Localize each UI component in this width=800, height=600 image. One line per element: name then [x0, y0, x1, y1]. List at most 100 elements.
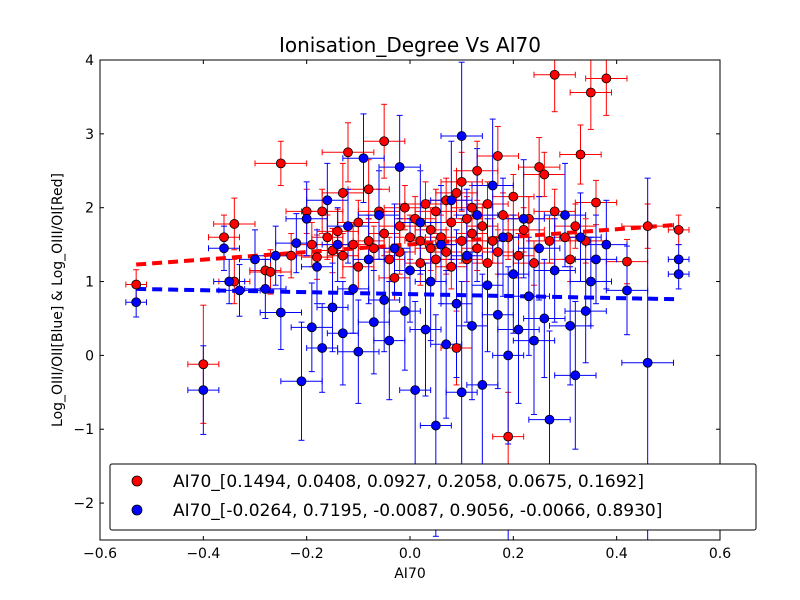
red-data-point	[518, 224, 529, 235]
red-data-point	[534, 162, 545, 172]
red-data-point	[363, 184, 374, 195]
red-data-point	[286, 250, 297, 261]
red-data-point	[441, 247, 452, 257]
red-data-point	[446, 217, 457, 228]
blue-data-point	[508, 269, 519, 280]
blue-data-point	[513, 324, 524, 335]
red-data-point	[425, 243, 436, 254]
red-data-point	[642, 221, 653, 232]
blue-data-point	[343, 221, 353, 232]
red-data-point	[539, 169, 550, 180]
blue-data-point	[565, 320, 576, 331]
red-data-point	[415, 258, 426, 268]
blue-data-point	[467, 320, 477, 331]
red-data-point	[492, 247, 503, 257]
red-data-point	[322, 232, 333, 243]
red-data-point	[456, 176, 467, 187]
red-data-point	[337, 188, 348, 198]
blue-data-point	[529, 335, 539, 346]
blue-data-point	[642, 357, 653, 368]
red-data-point	[332, 226, 343, 237]
x-tick-label: −0.2	[290, 546, 324, 562]
legend-box	[109, 463, 757, 531]
y-tick-label: 1	[85, 275, 94, 291]
blue-data-point	[363, 254, 374, 265]
blue-data-point	[291, 238, 302, 249]
y-tick-label: 3	[85, 127, 94, 143]
red-data-point	[430, 206, 441, 217]
legend-marker-red	[131, 475, 143, 487]
red-data-point	[549, 69, 560, 80]
red-data-point	[430, 254, 441, 265]
blue-data-point	[560, 210, 570, 220]
legend: AI70_[0.1494, 0.0408, 0.0927, 0.2058, 0.…	[109, 463, 757, 531]
red-data-point	[482, 258, 493, 268]
red-data-point	[198, 359, 209, 370]
y-tick-label: 4	[85, 53, 94, 69]
red-data-point	[353, 261, 364, 272]
red-data-point	[467, 202, 477, 213]
blue-data-point	[322, 195, 333, 206]
x-axis-ticks: −0.6 −0.4 −0.2 0.0 0.2 0.4 0.6	[83, 60, 731, 562]
red-fit-line	[136, 222, 679, 267]
red-data-point	[379, 136, 390, 147]
blue-data-point	[384, 335, 395, 346]
chart-title: Ionisation_Degree Vs AI70	[279, 33, 541, 57]
blue-data-point	[498, 232, 508, 243]
red-data-point	[275, 158, 286, 169]
blue-data-point	[219, 243, 229, 254]
blue-data-point	[534, 243, 545, 254]
blue-data-point	[275, 307, 286, 318]
blue-data-point	[394, 162, 405, 172]
red-data-point	[529, 258, 539, 268]
x-tick-label: −0.4	[186, 546, 220, 562]
red-data-point	[353, 217, 364, 228]
blue-fit-line	[136, 286, 679, 302]
blue-data-point	[436, 239, 446, 250]
y-tick-label: −2	[73, 496, 94, 512]
blue-data-point	[224, 276, 235, 287]
red-data-point	[601, 73, 612, 84]
red-data-point	[508, 191, 519, 202]
blue-data-point	[591, 254, 601, 265]
red-data-point	[492, 151, 503, 161]
blue-data-point	[441, 339, 452, 350]
blue-data-point	[673, 269, 684, 280]
red-data-point	[446, 261, 457, 272]
legend-label-red: AI70_[0.1494, 0.0408, 0.0927, 0.2058, 0.…	[173, 472, 644, 492]
blue-data-point	[379, 295, 390, 305]
red-data-point	[513, 250, 524, 261]
blue-data-point	[317, 343, 328, 353]
blue-data-point	[673, 254, 684, 265]
red-data-point	[472, 165, 483, 176]
y-axis-ticks: −2 −1 0 1 2 3 4	[73, 53, 720, 512]
blue-data-point	[622, 285, 632, 296]
blue-data-point	[415, 217, 426, 228]
blue-data-point	[358, 153, 369, 164]
y-tick-label: 2	[85, 201, 94, 217]
red-data-point	[384, 254, 395, 265]
red-data-point	[394, 221, 405, 232]
y-tick-label: 0	[85, 348, 94, 364]
blue-data-point	[472, 210, 483, 220]
red-data-point	[265, 267, 276, 277]
blue-data-point	[601, 239, 612, 250]
red-data-point	[570, 221, 581, 232]
red-data-point	[368, 243, 379, 254]
blue-data-point	[539, 313, 550, 324]
blue-data-point	[518, 213, 529, 224]
blue-data-point	[456, 387, 467, 398]
red-data-point	[482, 199, 493, 209]
red-data-point	[343, 147, 353, 158]
red-data-point	[425, 224, 436, 235]
blue-data-point	[425, 276, 436, 287]
blue-data-point	[399, 306, 410, 316]
blue-data-point	[270, 250, 281, 261]
red-data-point	[420, 199, 431, 209]
blue-data-point	[260, 284, 271, 294]
blue-data-point	[456, 131, 467, 141]
red-data-point	[306, 239, 317, 250]
y-tick-label: −1	[73, 422, 94, 438]
red-data-point	[498, 210, 508, 220]
blue-data-point	[482, 280, 493, 291]
